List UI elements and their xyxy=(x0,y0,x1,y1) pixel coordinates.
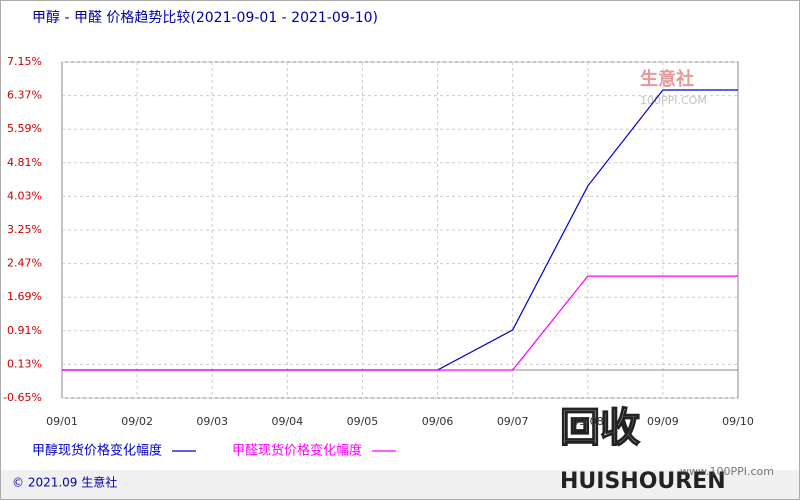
watermark: www.100PPI.com xyxy=(680,465,774,478)
y-tick-label: 0.91% xyxy=(7,324,42,337)
x-tick-label: 09/09 xyxy=(647,415,679,428)
y-tick-label: 5.59% xyxy=(7,122,42,135)
watermark: 回收 xyxy=(560,405,640,451)
y-tick-label: 4.81% xyxy=(7,156,42,169)
chart-title: 甲醇 - 甲醛 价格趋势比较(2021-09-01 - 2021-09-10) xyxy=(32,9,378,26)
y-tick-label: 6.37% xyxy=(7,89,42,102)
footer-bar xyxy=(1,470,799,499)
x-tick-label: 09/07 xyxy=(497,415,529,428)
x-tick-label: 09/04 xyxy=(271,415,303,428)
x-tick-label: 09/06 xyxy=(422,415,454,428)
watermark: 生意社 xyxy=(640,68,694,90)
x-tick-label: 09/10 xyxy=(722,415,754,428)
legend-label: 甲醛现货价格变化幅度 xyxy=(232,443,362,459)
x-tick-label: 09/08 xyxy=(572,415,604,428)
watermark: HUISHOUREN xyxy=(560,469,726,494)
y-tick-label: 2.47% xyxy=(7,257,42,270)
x-tick-label: 09/01 xyxy=(46,415,78,428)
y-tick-label: -0.65% xyxy=(3,391,42,404)
x-tick-label: 09/05 xyxy=(347,415,379,428)
series-line xyxy=(62,275,738,371)
y-tick-label: 4.03% xyxy=(7,189,42,202)
x-tick-label: 09/02 xyxy=(121,415,153,428)
y-tick-label: 3.25% xyxy=(7,223,42,236)
footer: © 2021.09 生意社 xyxy=(12,475,117,490)
y-tick-label: 7.15% xyxy=(7,55,42,68)
legend-label: 甲醇现货价格变化幅度 xyxy=(32,443,162,459)
y-tick-label: 1.69% xyxy=(7,290,42,303)
y-tick-label: 0.13% xyxy=(7,357,42,370)
x-tick-label: 09/03 xyxy=(196,415,228,428)
